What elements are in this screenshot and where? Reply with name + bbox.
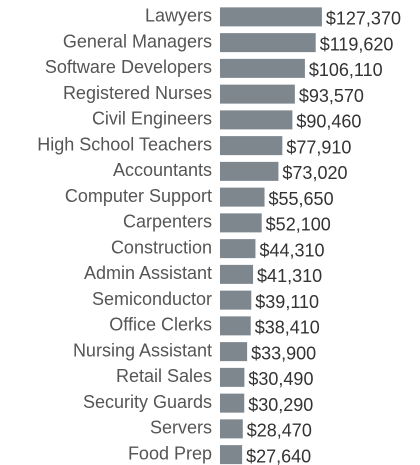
- bar: [220, 213, 262, 233]
- bar: [220, 84, 295, 104]
- bar: [220, 342, 248, 362]
- value-label: $28,470: [247, 421, 312, 441]
- value-label: $39,110: [255, 292, 319, 312]
- value-label: $52,100: [266, 215, 331, 235]
- bar: [220, 110, 293, 130]
- category-label: Lawyers: [145, 6, 212, 26]
- value-label: $127,370: [326, 9, 401, 29]
- bar: [220, 161, 279, 181]
- category-label: Construction: [111, 237, 212, 257]
- value-label: $119,620: [320, 34, 394, 54]
- category-label: Servers: [150, 418, 212, 438]
- category-label: Accountants: [113, 160, 212, 180]
- category-label: General Managers: [63, 31, 212, 51]
- value-label: $44,310: [259, 240, 324, 260]
- bar: [220, 290, 252, 310]
- value-label: $30,490: [248, 369, 313, 389]
- bar: [220, 58, 305, 78]
- value-label: $33,900: [251, 343, 316, 363]
- bar: [220, 445, 243, 465]
- bar: [220, 316, 251, 336]
- value-label: $30,290: [248, 395, 313, 415]
- bar: [220, 393, 245, 413]
- category-label: Carpenters: [123, 212, 212, 232]
- category-label: Semiconductor: [92, 289, 212, 309]
- bar: [220, 136, 283, 156]
- category-label: Admin Assistant: [84, 263, 212, 283]
- bar: [220, 239, 256, 259]
- category-label: Registered Nurses: [63, 83, 212, 103]
- value-label: $41,310: [257, 266, 322, 286]
- category-label: High School Teachers: [37, 134, 212, 154]
- category-label: Retail Sales: [116, 366, 212, 386]
- bar: [220, 419, 243, 439]
- value-label: $38,410: [255, 318, 320, 338]
- value-label: $106,110: [309, 60, 383, 80]
- category-label: Security Guards: [83, 392, 212, 412]
- value-label: $90,460: [296, 112, 361, 132]
- value-label: $93,570: [299, 86, 364, 106]
- bar: [220, 264, 254, 284]
- category-label: Nursing Assistant: [73, 340, 212, 360]
- bar: [220, 367, 245, 387]
- value-label: $73,020: [282, 163, 347, 183]
- category-label: Office Clerks: [109, 315, 212, 335]
- bar: [220, 187, 265, 207]
- category-label: Food Prep: [128, 443, 212, 463]
- category-label: Civil Engineers: [92, 109, 212, 129]
- category-label: Computer Support: [65, 186, 212, 206]
- value-label: $77,910: [286, 137, 351, 157]
- bar: [220, 7, 322, 27]
- category-label: Software Developers: [45, 57, 212, 77]
- value-label: $55,650: [269, 189, 334, 209]
- value-label: $27,640: [246, 446, 311, 465]
- bar: [220, 33, 316, 53]
